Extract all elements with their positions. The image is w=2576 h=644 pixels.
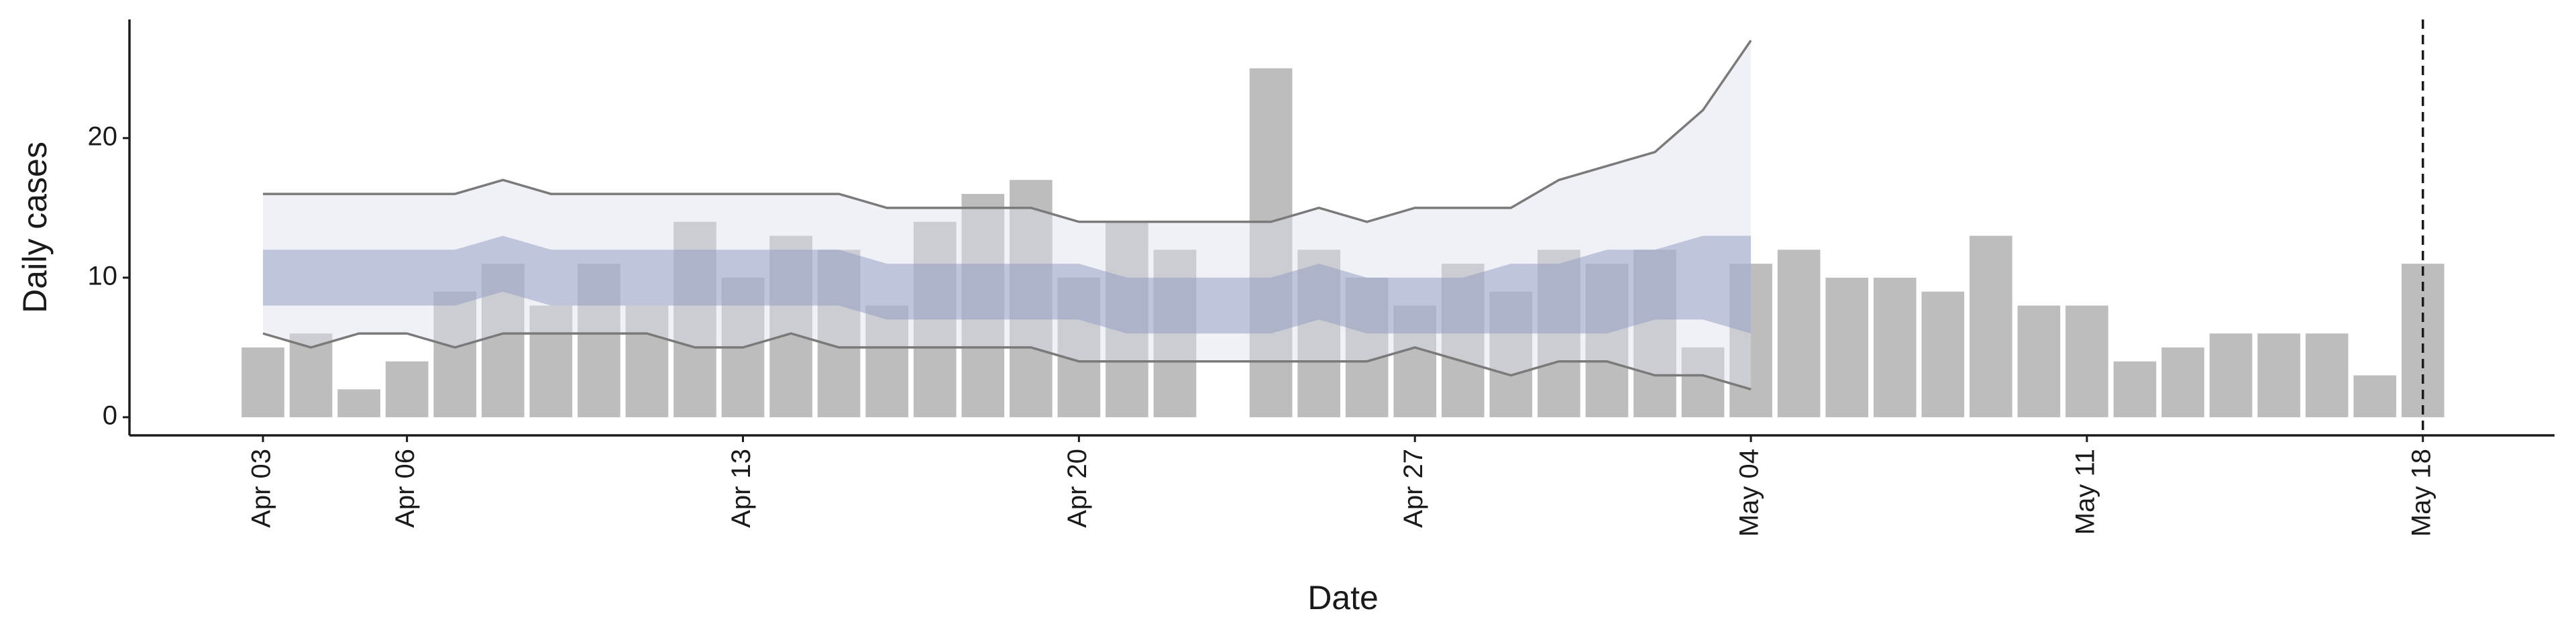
bar (337, 389, 380, 417)
bar (2161, 347, 2204, 417)
bar (1681, 347, 1725, 417)
bar (865, 305, 908, 417)
y-tick-label: 20 (88, 121, 118, 151)
band (263, 235, 1752, 334)
bar (625, 305, 669, 417)
bar (1969, 235, 2012, 417)
bar (2257, 333, 2300, 417)
x-tick-label: Apr 03 (247, 449, 276, 528)
x-tick-label: May 11 (2070, 449, 2100, 535)
x-tick-label: Apr 13 (727, 449, 756, 528)
x-tick-label: May 04 (1735, 449, 1764, 537)
bar (385, 361, 429, 417)
bar (433, 291, 477, 417)
band (263, 40, 1752, 390)
y-tick-label: 10 (88, 261, 118, 290)
bar (1249, 68, 1293, 417)
band-line (262, 332, 1752, 391)
band-line (263, 40, 1752, 223)
bar (1777, 250, 1821, 417)
y-axis-title: Daily cases (16, 142, 54, 313)
bar (529, 305, 573, 417)
bar (2305, 333, 2349, 417)
bar (2017, 305, 2061, 417)
bar (2353, 375, 2397, 417)
bar (1873, 277, 1917, 417)
x-axis-title: Date (1307, 579, 1379, 616)
x-tick-label: Apr 27 (1399, 449, 1428, 528)
bar (1825, 277, 1868, 417)
bar (241, 347, 284, 417)
bar (1921, 291, 1965, 417)
x-tick-label: Apr 06 (390, 449, 420, 528)
bar (2209, 333, 2253, 417)
bar (2113, 361, 2157, 417)
x-tick-label: Apr 20 (1063, 449, 1092, 528)
x-tick-label: May 18 (2406, 449, 2436, 537)
y-tick-label: 0 (103, 401, 117, 431)
bar (2065, 305, 2108, 417)
